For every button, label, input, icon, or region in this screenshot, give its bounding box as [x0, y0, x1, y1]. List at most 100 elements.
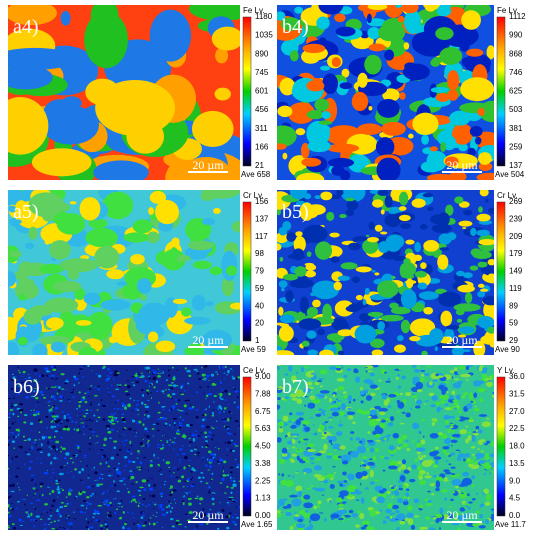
map-blob — [188, 502, 192, 506]
map-blob — [115, 401, 117, 404]
map-blob — [79, 368, 84, 371]
map-blob — [211, 438, 213, 441]
map-blob — [490, 374, 494, 379]
map-blob — [8, 397, 12, 400]
map-blob — [277, 11, 286, 21]
map-blob — [182, 486, 185, 488]
map-blob — [129, 440, 132, 443]
map-blob — [303, 438, 309, 441]
map-blob — [296, 470, 299, 473]
map-blob — [95, 420, 99, 422]
map-blob — [15, 428, 20, 432]
map-blob — [293, 236, 306, 253]
map-blob — [62, 427, 67, 431]
map-blob — [315, 413, 322, 417]
map-blob — [190, 449, 194, 452]
map-blob — [228, 496, 231, 499]
map-blob — [50, 374, 55, 378]
map-blob — [30, 502, 34, 505]
map-blob — [366, 448, 370, 451]
map-blob — [286, 232, 297, 242]
map-blob — [63, 417, 67, 420]
map-blob — [216, 407, 220, 410]
map-blob — [427, 278, 441, 284]
map-blob — [15, 376, 17, 378]
map-blob — [49, 492, 51, 495]
map-blob — [442, 449, 447, 454]
map-blob — [439, 394, 450, 400]
map-blob — [145, 366, 151, 370]
map-blob — [134, 501, 138, 503]
map-blob — [129, 442, 132, 445]
map-blob — [280, 511, 284, 514]
map-blob — [392, 512, 396, 515]
map-blob — [147, 469, 149, 472]
map-blob — [55, 529, 59, 530]
map-blob — [18, 261, 34, 277]
map-blob — [194, 446, 197, 448]
map-blob — [409, 318, 436, 337]
map-blob — [460, 488, 464, 491]
map-blob — [457, 527, 461, 530]
map-blob — [381, 393, 386, 398]
map-blob — [47, 436, 52, 439]
map-blob — [337, 329, 354, 337]
map-blob — [147, 416, 149, 419]
map-blob — [184, 513, 188, 515]
map-blob — [401, 411, 406, 414]
map-blob — [50, 408, 53, 411]
map-blob — [23, 308, 42, 325]
map-blob — [208, 485, 210, 487]
map-blob — [108, 437, 112, 439]
map-blob — [130, 475, 135, 480]
map-blob — [18, 278, 35, 288]
map-blob — [439, 527, 442, 530]
map-blob — [107, 394, 109, 396]
map-blob — [151, 494, 156, 498]
map-blob — [197, 515, 201, 517]
map-blob — [67, 516, 70, 520]
map-blob — [442, 446, 450, 450]
map-blob — [79, 450, 81, 453]
map-blob — [489, 342, 494, 348]
map-blob — [23, 499, 26, 500]
map-blob — [123, 469, 126, 472]
map-blob — [218, 405, 222, 408]
map-blob — [232, 449, 236, 452]
map-blob — [364, 487, 369, 490]
map-blob — [477, 429, 483, 434]
map-blob — [312, 487, 316, 490]
map-blob — [147, 399, 150, 401]
map-blob — [101, 404, 107, 407]
map-blob — [8, 382, 10, 384]
map-blob — [369, 447, 375, 453]
map-blob — [58, 479, 61, 482]
map-blob — [104, 449, 107, 450]
map-blob — [109, 372, 113, 374]
map-blob — [208, 405, 211, 408]
map-blob — [31, 445, 33, 447]
map-blob — [296, 172, 325, 180]
map-blob — [277, 243, 282, 251]
map-blob — [281, 453, 288, 457]
map-blob — [95, 435, 99, 437]
map-blob — [441, 433, 448, 439]
map-blob — [162, 417, 165, 419]
map-blob — [453, 303, 481, 312]
map-blob — [447, 70, 460, 91]
map-blob — [135, 372, 138, 376]
map-blob — [158, 370, 162, 373]
map-blob — [295, 411, 305, 416]
map-blob — [56, 508, 59, 511]
map-blob — [379, 411, 386, 416]
map-blob — [120, 499, 123, 502]
map-blob — [39, 390, 44, 394]
map-blob — [89, 388, 92, 391]
map-blob — [10, 490, 14, 493]
map-blob — [453, 367, 458, 372]
map-blob — [23, 463, 26, 466]
map-blob — [70, 503, 72, 505]
map-blob — [191, 294, 206, 311]
map-blob — [149, 487, 154, 491]
